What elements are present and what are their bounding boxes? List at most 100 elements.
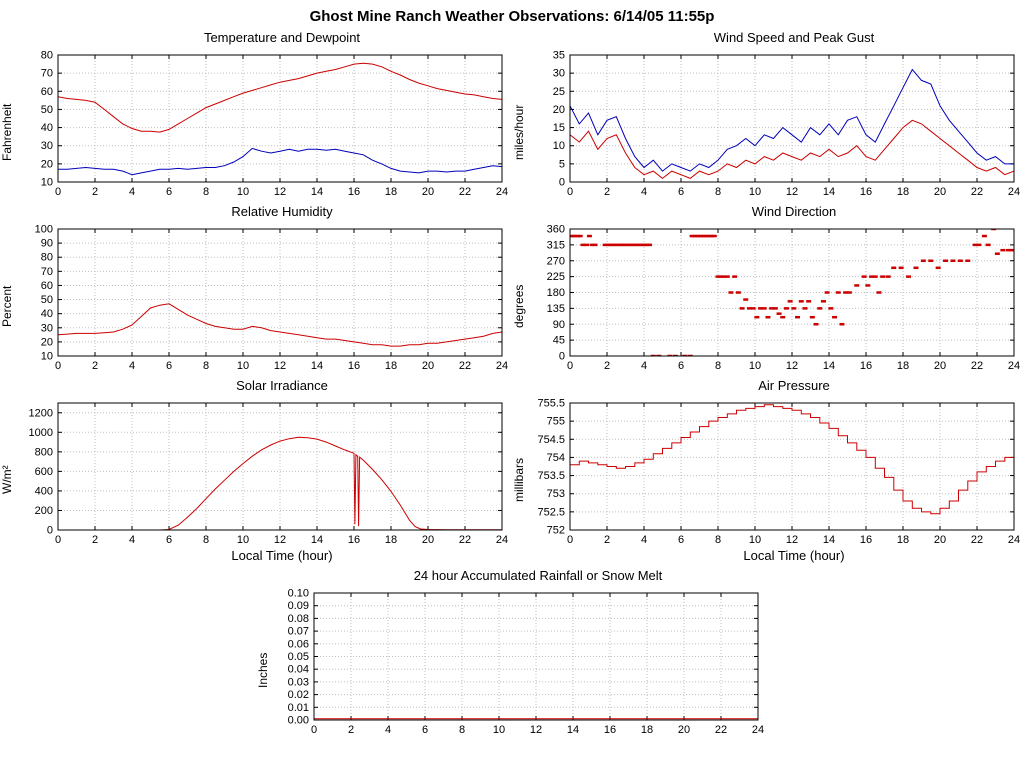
chart-body: W/m² 0 2 4 6 8 10 12 14 16 18 20 22 24 0 200 400 600 800 1… — [0, 398, 512, 548]
svg-text:14: 14 — [823, 534, 835, 546]
svg-text:4: 4 — [385, 724, 391, 736]
svg-text:20: 20 — [41, 336, 53, 348]
chart-body: Percent 0 2 4 6 8 10 12 14 16 18 20 22 24 10 20 30 40 50 6… — [0, 224, 512, 374]
svg-text:600: 600 — [35, 466, 53, 478]
svg-text:0: 0 — [567, 186, 573, 198]
accumulated-rainfall-plot: 0 2 4 6 8 10 12 14 16 18 20 22 240.000.010.020.030.0… — [288, 588, 765, 736]
svg-text:10: 10 — [41, 177, 53, 189]
svg-text:10: 10 — [237, 534, 249, 546]
svg-text:18: 18 — [897, 186, 909, 198]
svg-text:753.5: 753.5 — [537, 470, 565, 482]
svg-text:8: 8 — [459, 724, 465, 736]
svg-text:2: 2 — [604, 534, 610, 546]
svg-text:200: 200 — [35, 505, 53, 517]
svg-text:8: 8 — [715, 534, 721, 546]
svg-text:70: 70 — [41, 266, 53, 278]
svg-text:50: 50 — [41, 104, 53, 116]
charts-row-3: Solar Irradiance W/m² 0 2 4 6 8 10 12 14 16 18 20 2… — [0, 378, 1024, 564]
air-pressure-plot: 0 2 4 6 8 10 12 14 16 18 20 22 24752752.5753753.5754… — [537, 398, 1020, 546]
y-axis-label: degrees — [512, 284, 526, 328]
svg-text:4: 4 — [129, 534, 135, 546]
svg-text:14: 14 — [311, 186, 323, 198]
svg-text:0: 0 — [559, 177, 565, 189]
chart-body: millibars 0 2 4 6 8 10 12 14 16 18 20 22 24 752 752.5 7… — [512, 398, 1024, 548]
svg-text:24: 24 — [496, 534, 508, 546]
svg-text:6: 6 — [678, 360, 684, 372]
svg-text:22: 22 — [971, 534, 983, 546]
svg-text:0.03: 0.03 — [288, 676, 309, 688]
svg-text:2: 2 — [92, 534, 98, 546]
svg-text:6: 6 — [678, 186, 684, 198]
svg-text:16: 16 — [860, 186, 872, 198]
svg-text:4: 4 — [129, 360, 135, 372]
svg-text:60: 60 — [41, 280, 53, 292]
svg-text:14: 14 — [823, 186, 835, 198]
svg-text:8: 8 — [715, 360, 721, 372]
svg-text:20: 20 — [422, 186, 434, 198]
chart-air-pressure: Air Pressure millibars 0 2 4 6 8 10 12 14 16 18 20… — [512, 378, 1024, 564]
svg-text:0.07: 0.07 — [288, 626, 309, 638]
svg-text:14: 14 — [311, 360, 323, 372]
svg-text:20: 20 — [934, 534, 946, 546]
svg-text:22: 22 — [715, 724, 727, 736]
y-axis-label: Fahrenheit — [0, 103, 14, 161]
svg-text:1200: 1200 — [29, 407, 53, 419]
svg-text:14: 14 — [567, 724, 579, 736]
svg-text:0.02: 0.02 — [288, 689, 309, 701]
svg-text:18: 18 — [385, 534, 397, 546]
svg-text:4: 4 — [641, 534, 647, 546]
svg-text:16: 16 — [860, 360, 872, 372]
svg-text:0.09: 0.09 — [288, 600, 309, 612]
chart-title: Relative Humidity — [231, 204, 333, 219]
svg-text:16: 16 — [604, 724, 616, 736]
svg-text:18: 18 — [897, 360, 909, 372]
y-axis-label: Percent — [0, 285, 14, 327]
chart-title: Solar Irradiance — [236, 378, 328, 393]
svg-text:12: 12 — [786, 534, 798, 546]
svg-text:2: 2 — [92, 186, 98, 198]
svg-text:80: 80 — [41, 50, 53, 62]
svg-text:15: 15 — [553, 122, 565, 134]
svg-text:12: 12 — [530, 724, 542, 736]
page-header: Ghost Mine Ranch Weather Observations: 6… — [0, 0, 1024, 30]
relative-humidity-plot: 0 2 4 6 8 10 12 14 16 18 20 22 241020304050607080901… — [35, 224, 508, 372]
svg-text:12: 12 — [786, 186, 798, 198]
svg-text:24: 24 — [1008, 360, 1020, 372]
chart-title: Air Pressure — [758, 378, 830, 393]
solar-irradiance-plot: 0 2 4 6 8 10 12 14 16 18 20 22 240200400600800100012… — [29, 402, 508, 546]
svg-text:14: 14 — [823, 360, 835, 372]
svg-text:20: 20 — [678, 724, 690, 736]
svg-text:90: 90 — [553, 319, 565, 331]
svg-text:16: 16 — [348, 360, 360, 372]
svg-text:0.05: 0.05 — [288, 651, 309, 663]
svg-text:22: 22 — [971, 186, 983, 198]
svg-text:10: 10 — [237, 360, 249, 372]
svg-text:35: 35 — [553, 50, 565, 62]
svg-text:22: 22 — [971, 360, 983, 372]
svg-text:10: 10 — [749, 534, 761, 546]
svg-text:20: 20 — [553, 104, 565, 116]
svg-text:18: 18 — [385, 186, 397, 198]
charts-row-4: 24 hour Accumulated Rainfall or Snow Mel… — [0, 568, 1024, 738]
chart-title: Temperature and Dewpoint — [203, 30, 361, 45]
chart-solar-irradiance: Solar Irradiance W/m² 0 2 4 6 8 10 12 14 16 18 20 2… — [0, 378, 512, 564]
svg-text:24: 24 — [496, 186, 508, 198]
svg-text:135: 135 — [547, 303, 565, 315]
svg-text:0.04: 0.04 — [288, 664, 309, 676]
svg-text:0: 0 — [567, 534, 573, 546]
svg-text:80: 80 — [41, 252, 53, 264]
svg-text:0: 0 — [567, 360, 573, 372]
svg-text:30: 30 — [41, 322, 53, 334]
svg-text:16: 16 — [348, 534, 360, 546]
svg-text:24: 24 — [752, 724, 764, 736]
svg-text:0: 0 — [55, 186, 61, 198]
wind-direction-plot: 0 2 4 6 8 10 12 14 16 18 20 22 240459013518022527031… — [547, 224, 1020, 372]
svg-text:755: 755 — [547, 416, 565, 428]
svg-text:2: 2 — [92, 360, 98, 372]
svg-text:40: 40 — [41, 308, 53, 320]
svg-text:30: 30 — [553, 68, 565, 80]
y-axis-label: miles/hour — [512, 104, 526, 160]
